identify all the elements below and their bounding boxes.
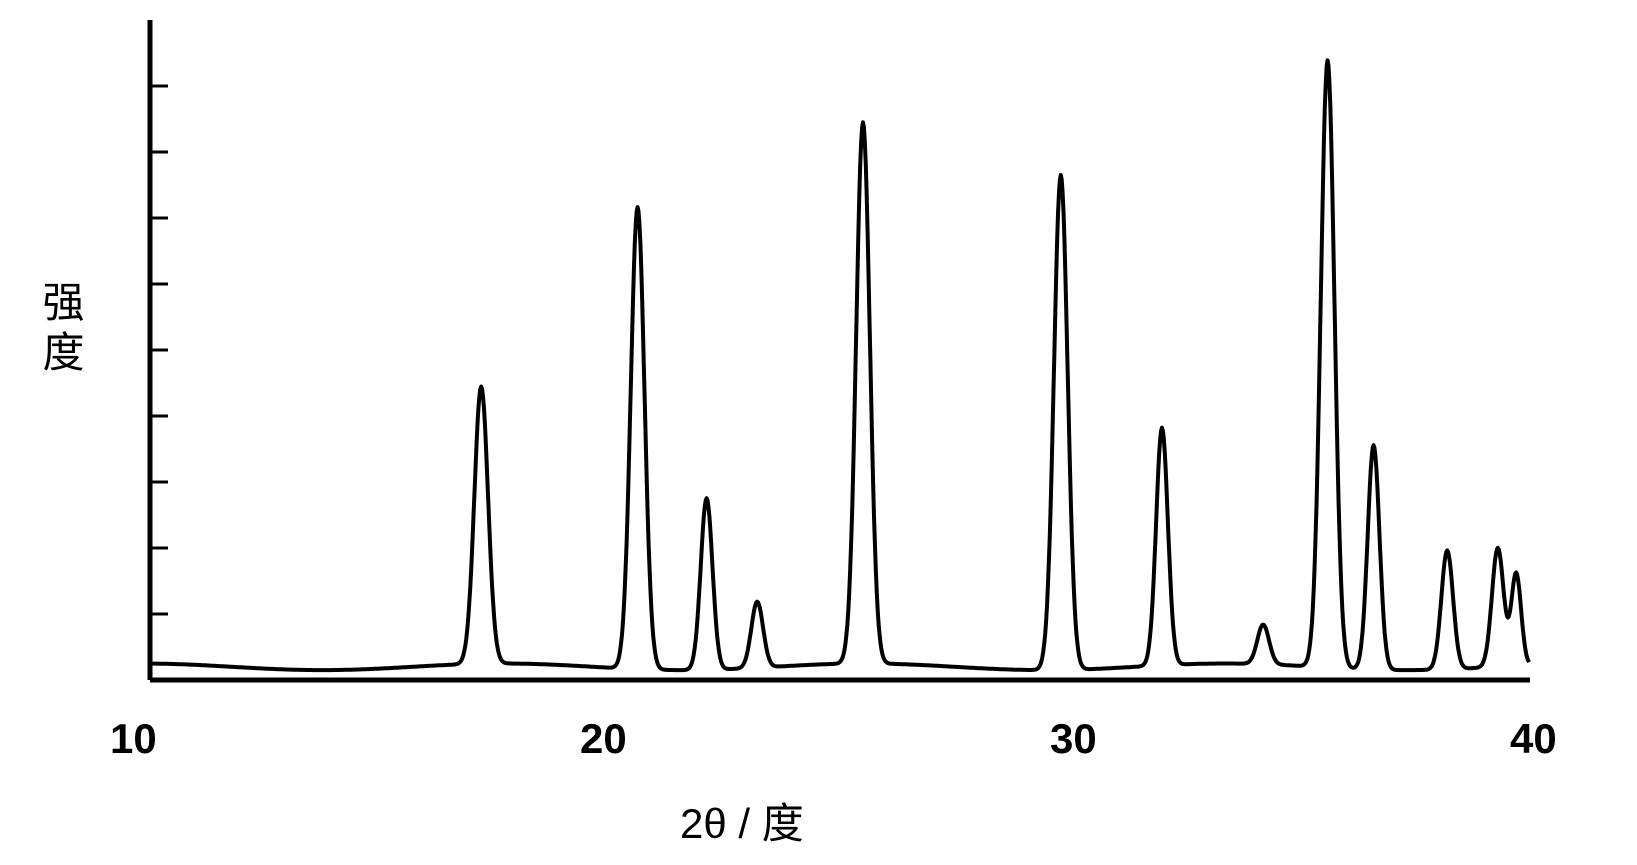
- x-tick-20: 20: [580, 715, 627, 763]
- x-axis-label: 2θ / 度: [680, 790, 804, 851]
- y-axis-label: 强度: [30, 280, 91, 380]
- x-tick-10: 10: [110, 715, 157, 763]
- xrd-chart: [130, 20, 1550, 700]
- chart-svg: [130, 20, 1550, 700]
- x-tick-40: 40: [1510, 715, 1557, 763]
- x-tick-30: 30: [1050, 715, 1097, 763]
